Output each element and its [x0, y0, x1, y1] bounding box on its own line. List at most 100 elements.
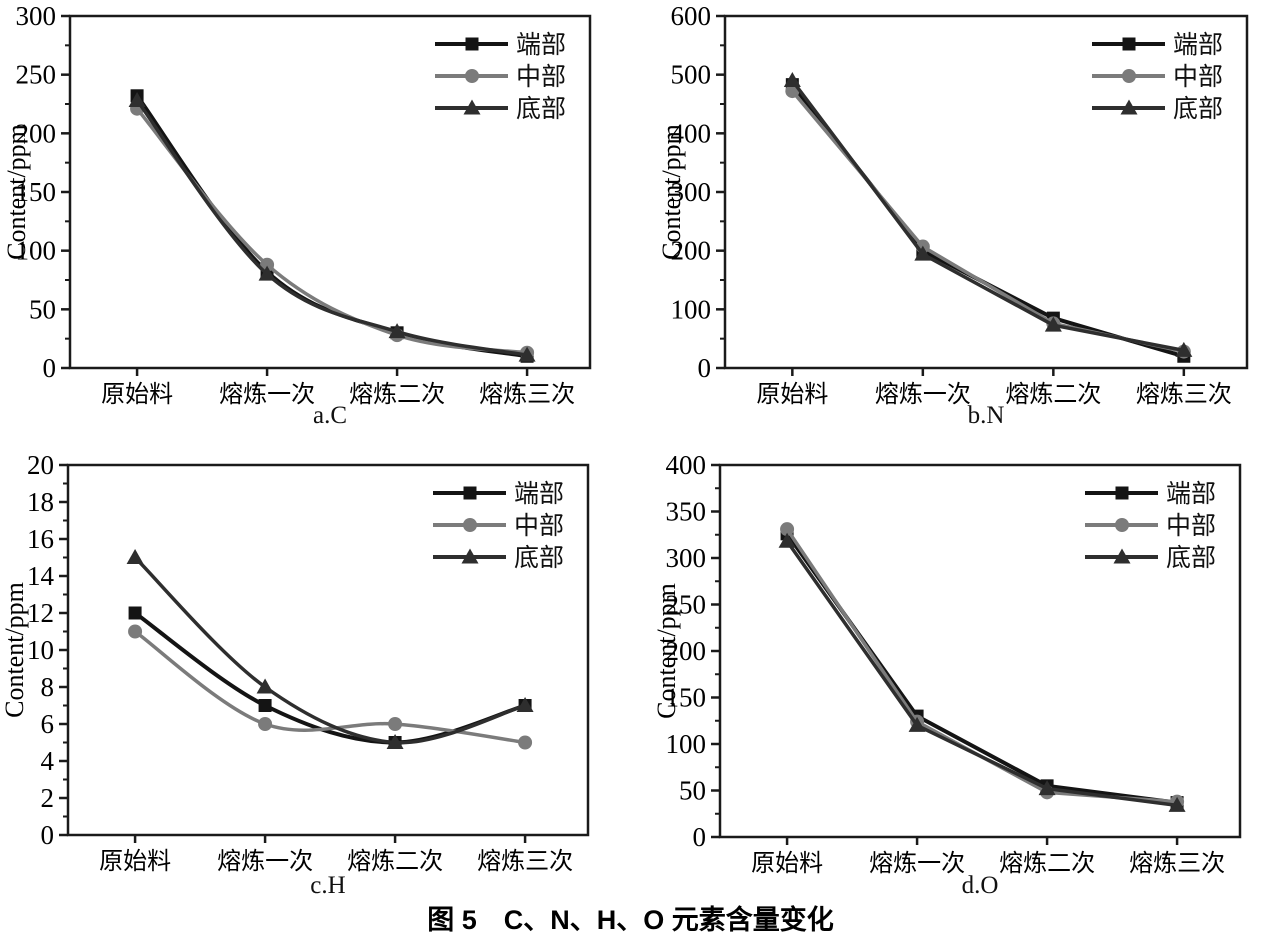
y-tick-label: 4	[41, 746, 55, 776]
x-category-label: 原始料	[751, 850, 823, 877]
series-marker-bottom	[908, 716, 926, 732]
series-marker-middle	[388, 717, 403, 731]
y-tick-label: 12	[27, 598, 54, 628]
x-category-label: 原始料	[756, 381, 828, 408]
y-tick-label: 50	[679, 776, 706, 806]
series-line-end	[135, 93, 530, 359]
series-marker-bottom	[128, 91, 146, 107]
series-line-middle	[135, 106, 529, 355]
x-category-label: 熔炼二次	[347, 848, 443, 875]
legend-marker-bottom	[1120, 99, 1138, 115]
y-tick-label: 500	[671, 60, 712, 90]
x-category-label: 熔炼一次	[869, 850, 965, 877]
x-category-label: 熔炼二次	[1005, 381, 1101, 408]
y-tick-label: 100	[671, 294, 712, 324]
series-marker-bottom	[258, 265, 276, 281]
y-axis-title: Content/ppm	[0, 582, 29, 718]
series-marker-bottom	[388, 323, 406, 339]
y-tick-label: 0	[41, 820, 55, 850]
y-tick-label: 200	[16, 118, 57, 148]
series-marker-bottom	[1168, 796, 1186, 812]
series-marker-bottom	[1044, 316, 1062, 332]
legend-label-middle: 中部	[1166, 512, 1216, 540]
series-marker-bottom	[518, 346, 536, 362]
x-category-label: 熔炼三次	[477, 848, 573, 875]
y-tick-label: 20	[27, 450, 54, 480]
legend-marker-end	[465, 37, 479, 51]
series-marker-middle	[780, 522, 795, 537]
legend-marker-bottom	[463, 99, 481, 115]
y-tick-label: 8	[41, 672, 55, 702]
subcaption-a: a.C	[312, 402, 348, 429]
legend-marker-middle	[465, 69, 479, 83]
y-axis-title: Content/ppm	[657, 124, 686, 260]
legend-label-middle: 中部	[1173, 63, 1223, 91]
legend-label-bottom: 底部	[1166, 544, 1216, 572]
subcaption-d: d.O	[961, 872, 999, 899]
legend-label-end: 端部	[514, 480, 564, 508]
y-tick-label: 300	[16, 1, 57, 31]
legend-marker-middle	[1115, 518, 1129, 532]
legend-label-middle: 中部	[516, 63, 566, 91]
series-marker-middle	[258, 717, 273, 731]
y-axis-title: Content/ppm	[2, 124, 31, 260]
y-tick-label: 350	[666, 497, 707, 527]
y-tick-label: 100	[666, 729, 707, 759]
series-line-bottom	[790, 78, 1186, 353]
figure-caption: 图 5 C、N、H、O 元素含量变化	[427, 905, 834, 935]
y-tick-label: 18	[27, 487, 54, 517]
series-marker-bottom	[914, 245, 932, 261]
series-line-bottom	[135, 98, 529, 357]
x-category-label: 熔炼二次	[349, 381, 445, 408]
plot-box	[718, 463, 1242, 839]
y-tick-label: 600	[671, 1, 712, 31]
y-tick-label: 150	[666, 683, 707, 713]
legend-label-end: 端部	[1166, 480, 1216, 508]
y-tick-label: 0	[43, 353, 57, 383]
x-category-label: 原始料	[101, 381, 173, 408]
legend-marker-end	[1122, 37, 1136, 51]
x-category-label: 熔炼三次	[479, 381, 575, 408]
x-category-label: 熔炼三次	[1136, 381, 1232, 408]
subcaption-b: b.N	[967, 402, 1005, 429]
series-line-bottom	[785, 539, 1179, 808]
series-marker-bottom	[778, 532, 796, 548]
legend-label-bottom: 底部	[516, 95, 566, 123]
series-line-end	[785, 531, 1180, 805]
y-tick-label: 250	[666, 590, 707, 620]
y-tick-label: 400	[666, 450, 707, 480]
series-marker-end	[128, 606, 142, 620]
series-line-middle	[133, 629, 527, 745]
y-tick-label: 400	[671, 118, 712, 148]
series-marker-middle	[128, 624, 143, 639]
y-tick-label: 50	[29, 294, 56, 324]
plot-box	[68, 14, 592, 370]
legend-marker-end	[463, 486, 477, 500]
legend-label-end: 端部	[1173, 31, 1223, 59]
y-tick-label: 14	[27, 561, 55, 591]
y-tick-label: 16	[27, 524, 54, 554]
series-marker-end	[258, 699, 272, 712]
x-category-label: 熔炼一次	[875, 381, 971, 408]
y-tick-label: 2	[41, 783, 55, 813]
y-tick-label: 200	[666, 636, 707, 666]
legend-marker-end	[1115, 486, 1129, 500]
chart-a-carbon: 0 50 100 150 200 250 300 原始料 熔炼一次 熔炼二次 熔炼三次 Content…	[2, 1, 592, 408]
x-category-label: 原始料	[99, 848, 171, 875]
plot-box	[66, 463, 590, 837]
series-marker-bottom	[386, 734, 404, 749]
y-tick-label: 200	[671, 236, 712, 266]
legend-label-bottom: 底部	[1173, 95, 1223, 123]
series-marker-bottom	[1175, 341, 1193, 357]
x-category-label: 熔炼三次	[1129, 850, 1225, 877]
y-tick-label: 300	[671, 177, 712, 207]
y-tick-label: 150	[16, 177, 57, 207]
plot-box	[723, 14, 1249, 370]
legend-label-end: 端部	[516, 31, 566, 59]
legend-marker-middle	[1122, 69, 1136, 83]
series-line-bottom	[133, 555, 527, 745]
legend-label-bottom: 底部	[514, 544, 564, 572]
y-tick-label: 250	[16, 60, 57, 90]
series-marker-bottom	[783, 72, 801, 88]
chart-b-nitrogen: 0 100 200 300 400 500 600 原始料 熔炼一次 熔炼二次 熔炼三次 Conten…	[657, 1, 1249, 408]
